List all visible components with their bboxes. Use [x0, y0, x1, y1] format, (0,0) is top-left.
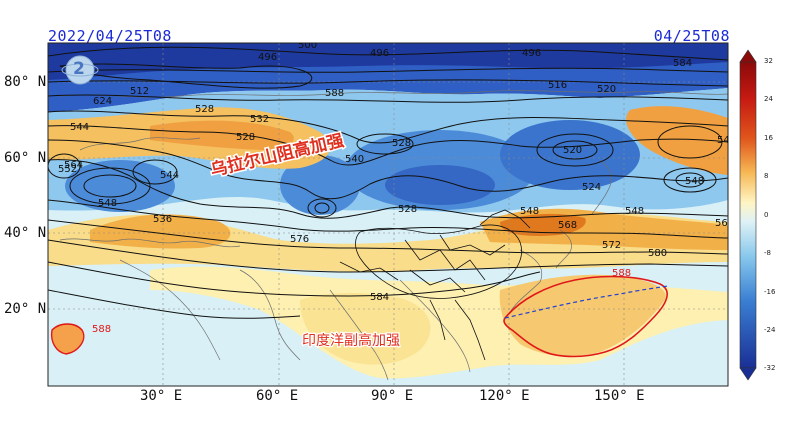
contour-label: 580	[648, 248, 667, 259]
colorbar-tick: -24	[764, 326, 776, 334]
contour-label: 624	[93, 96, 112, 107]
colorbar-tick: 8	[764, 172, 769, 180]
contour-label: 572	[602, 240, 621, 251]
header-right-time: 04/25T08	[653, 27, 730, 45]
contour-588-west	[50, 323, 85, 355]
x-label-120e: 120° E	[479, 388, 530, 404]
contour-label: 548	[685, 176, 704, 187]
contour-labels: 500 496 496 496 584 512 624 528 532 588 516 520 544 5…	[58, 40, 736, 335]
contour-label: 564	[64, 160, 83, 171]
contour-label: 496	[522, 48, 541, 59]
contour-label: 528	[398, 204, 417, 215]
graticule	[48, 43, 728, 386]
contour-label: 496	[370, 48, 389, 59]
contour-label: 576	[290, 234, 309, 245]
y-label-60n: 60° N	[4, 150, 47, 166]
logo-digit: 2	[73, 59, 85, 79]
contour-label: 512	[130, 86, 149, 97]
contour-label: 540	[345, 154, 364, 165]
contour-label: 548	[520, 206, 539, 217]
contour-label: 552	[58, 164, 77, 175]
contour-label: 568	[558, 220, 577, 231]
logo	[61, 55, 99, 85]
coastlines	[59, 90, 728, 381]
contour-label: 536	[153, 214, 172, 225]
contour-label: 544	[160, 170, 179, 181]
map-field	[48, 43, 728, 386]
contour-label: 540	[717, 135, 736, 146]
contour-label: 584	[673, 58, 692, 69]
y-label-80n: 80° N	[4, 74, 47, 90]
colorbar-tick: 16	[764, 134, 773, 142]
contour-label: 548	[625, 206, 644, 217]
contour-588-pacific	[503, 275, 668, 358]
contour-label: 496	[258, 52, 277, 63]
contour-label: 528	[392, 138, 411, 149]
contour-label: 528	[236, 132, 255, 143]
contour-label: 588	[92, 324, 111, 335]
map-frame	[47, 42, 729, 387]
contour-label: 520	[597, 84, 616, 95]
y-label-40n: 40° N	[4, 225, 47, 241]
y-label-20n: 20° N	[4, 301, 47, 317]
contour-label: 568	[715, 218, 734, 229]
annotation-indian-high: 印度洋副高加强	[302, 332, 400, 349]
x-label-90e: 90° E	[371, 388, 414, 404]
colorbar-tick: 32	[764, 57, 773, 65]
contour-label: 548	[98, 198, 117, 209]
x-label-150e: 150° E	[594, 388, 645, 404]
colorbar-tick: -16	[764, 288, 776, 296]
contour-label: 500	[298, 40, 317, 51]
colorbar-tick: -8	[764, 249, 771, 257]
contours	[48, 46, 728, 319]
contour-label: 528	[195, 104, 214, 115]
contour-label: 588	[325, 88, 344, 99]
ridge-axis-line	[504, 285, 669, 319]
contour-label: 516	[548, 80, 567, 91]
x-label-60e: 60° E	[256, 388, 299, 404]
x-label-30e: 30° E	[140, 388, 183, 404]
contour-label: 532	[250, 114, 269, 125]
colorbar-tick: 0	[764, 211, 769, 219]
contour-label: 524	[582, 182, 601, 193]
header-left-time: 2022/04/25T08	[48, 27, 172, 45]
contour-label: 584	[370, 292, 389, 303]
colorbar-tick: 24	[764, 95, 773, 103]
contour-label: 520	[563, 145, 582, 156]
colorbar	[739, 49, 757, 381]
contour-label: 544	[70, 122, 89, 133]
colorbar-tick: -32	[764, 364, 776, 372]
contour-label: 588	[612, 268, 631, 279]
